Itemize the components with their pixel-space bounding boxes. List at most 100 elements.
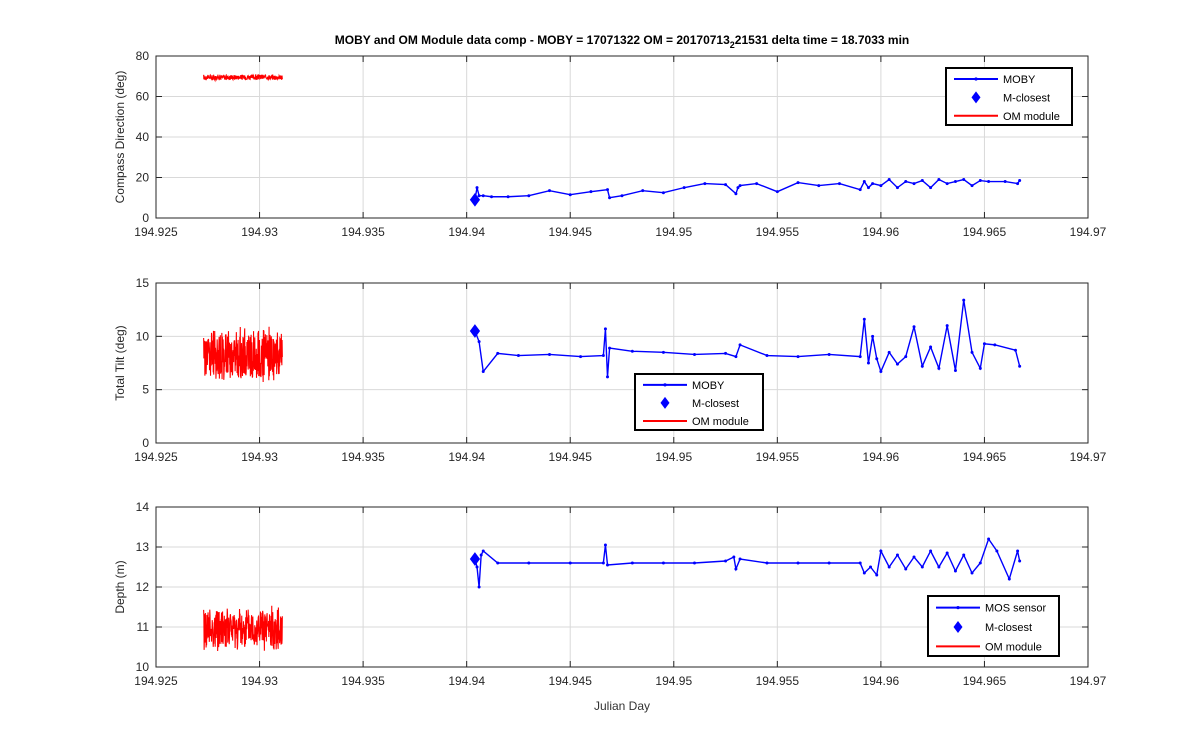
- y-tick-label: 60: [136, 90, 150, 104]
- moby-point: [866, 361, 870, 365]
- y-tick-label: 15: [136, 276, 150, 290]
- legend-label: M-closest: [1003, 92, 1050, 104]
- moby-point: [858, 561, 862, 565]
- moby-point: [736, 186, 740, 190]
- moby-point: [920, 179, 924, 183]
- moby-point: [866, 186, 870, 190]
- legend-label: OM module: [692, 416, 749, 428]
- om-module-line: [203, 73, 283, 83]
- moby-point: [912, 182, 916, 186]
- moby-point: [641, 189, 645, 193]
- legend-moby-dot: [956, 606, 960, 610]
- moby-point: [862, 317, 866, 321]
- subplots: 194.925 194.93 194.935 194.94 194.945 194.95 1…: [113, 49, 1107, 688]
- y-tick-label: 0: [142, 436, 149, 450]
- x-tick-label: 194.96: [863, 450, 900, 464]
- moby-point: [692, 352, 696, 356]
- x-tick-label: 194.96: [863, 674, 900, 688]
- legend-label: OM module: [985, 641, 1042, 653]
- moby-point: [875, 357, 879, 361]
- moby-point: [1018, 179, 1022, 183]
- legend-label: M-closest: [692, 398, 739, 410]
- moby-point: [606, 563, 610, 567]
- x-tick-label: 194.945: [549, 674, 593, 688]
- moby-point: [601, 561, 605, 565]
- moby-point: [661, 350, 665, 354]
- m-closest-marker: [469, 552, 481, 566]
- legend: MOS sensor M-closest OM module: [927, 595, 1060, 657]
- moby-point: [962, 178, 966, 182]
- moby-point: [1016, 182, 1020, 186]
- legend-label: OM module: [1003, 111, 1060, 123]
- moby-point: [895, 553, 899, 557]
- x-tick-label: 194.95: [655, 674, 692, 688]
- legend-m-closest-swatch: [660, 396, 670, 409]
- moby-point: [796, 355, 800, 359]
- moby-point: [703, 182, 707, 186]
- moby-point: [496, 351, 500, 355]
- moby-point: [477, 585, 481, 589]
- legend: MOBY M-closest OM module: [634, 373, 764, 431]
- moby-point: [887, 178, 891, 182]
- moby-point: [862, 571, 866, 575]
- moby-point: [481, 370, 485, 374]
- y-tick-label: 14: [136, 500, 150, 514]
- moby-point: [475, 186, 479, 190]
- y-tick-label: 0: [142, 211, 149, 225]
- x-tick-label: 194.96: [863, 225, 900, 239]
- moby-point: [475, 565, 479, 569]
- moby-point: [477, 194, 481, 198]
- moby-point: [912, 325, 916, 329]
- moby-point: [871, 334, 875, 338]
- legend-m-closest-swatch: [953, 620, 963, 633]
- x-tick-label: 194.955: [756, 225, 800, 239]
- moby-point: [481, 549, 485, 553]
- y-tick-label: 10: [136, 660, 150, 674]
- moby-point: [887, 350, 891, 354]
- moby-point: [603, 543, 607, 547]
- moby-point: [1003, 180, 1007, 184]
- moby-point: [945, 551, 949, 555]
- y-axis-label: Total Tilt (deg): [113, 325, 127, 400]
- moby-point: [527, 194, 531, 198]
- moby-point: [527, 561, 531, 565]
- x-tick-label: 194.95: [655, 450, 692, 464]
- m-closest-marker: [469, 324, 481, 338]
- moby-point: [920, 565, 924, 569]
- moby-point: [827, 352, 831, 356]
- moby-point: [477, 340, 481, 344]
- x-tick-label: 194.94: [448, 674, 485, 688]
- y-tick-label: 12: [136, 580, 150, 594]
- moby-point: [937, 178, 941, 182]
- moby-point: [732, 555, 736, 559]
- moby-point: [937, 565, 941, 569]
- y-tick-label: 40: [136, 130, 150, 144]
- legend-label: M-closest: [985, 622, 1032, 634]
- moby-point: [887, 565, 891, 569]
- moby-point: [724, 351, 728, 355]
- y-tick-label: 20: [136, 171, 150, 185]
- moby-point: [479, 553, 483, 557]
- moby-point: [661, 561, 665, 565]
- moby-point: [755, 182, 759, 186]
- moby-point: [978, 366, 982, 370]
- y-axis-label: Depth (m): [113, 560, 127, 613]
- x-tick-label: 194.97: [1070, 674, 1107, 688]
- moby-point: [661, 191, 665, 195]
- moby-point: [953, 368, 957, 372]
- moby-point: [904, 355, 908, 359]
- x-tick-label: 194.955: [756, 450, 800, 464]
- moby-point: [734, 567, 738, 571]
- x-tick-label: 194.925: [134, 450, 178, 464]
- x-tick-label: 194.965: [963, 674, 1007, 688]
- moby-point: [817, 184, 821, 188]
- y-axis-label: Compass Direction (deg): [113, 71, 127, 204]
- moby-point: [606, 188, 610, 192]
- x-tick-label: 194.93: [241, 450, 278, 464]
- moby-point: [630, 561, 634, 565]
- moby-point: [929, 549, 933, 553]
- title-rest: 21531 delta time = 18.7033 min: [735, 33, 909, 47]
- moby-point: [970, 184, 974, 188]
- moby-point: [920, 364, 924, 368]
